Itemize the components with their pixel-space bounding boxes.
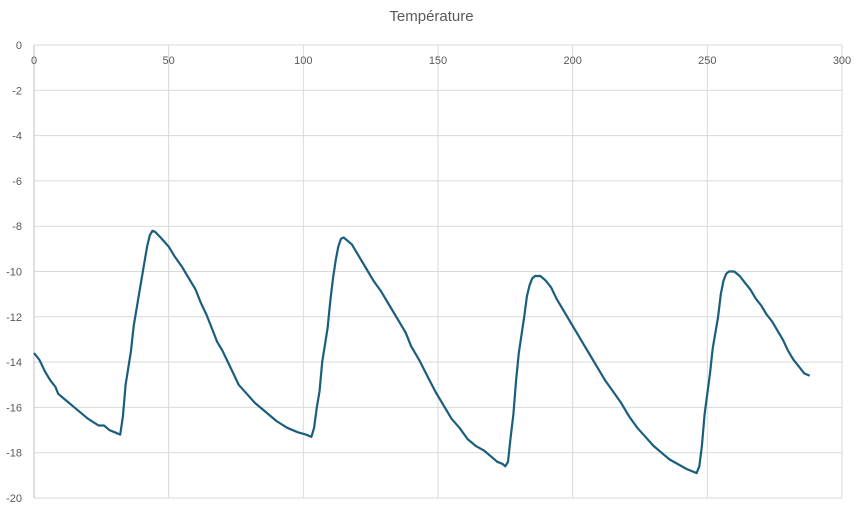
y-tick-label: -6 [12,176,22,188]
series-lines [33,229,811,475]
y-tick-label: 0 [16,40,22,52]
x-tick-label: 100 [294,55,312,67]
tick-labels: 0 -2 -4 -6 -8 -10 -12 -14 -16 -18 -20 0 50 100 150 200 2… [6,40,851,505]
y-tick-label: -20 [6,493,22,505]
y-tick-label: -2 [12,85,22,97]
x-tick-label: 0 [31,55,37,67]
gridlines [33,44,843,499]
y-tick-label: -4 [12,131,22,143]
y-tick-label: -8 [12,221,22,233]
y-tick-label: -18 [6,448,22,460]
chart-title: Température [389,8,474,25]
x-tick-label: 200 [563,55,581,67]
x-tick-label: 300 [833,55,851,67]
x-tick-label: 50 [163,55,175,67]
y-tick-label: -14 [6,357,22,369]
x-tick-label: 250 [698,55,716,67]
y-tick-label: -12 [6,312,22,324]
y-tick-label: -16 [6,402,22,414]
series-line-0 [33,229,811,475]
x-tick-label: 150 [429,55,447,67]
y-tick-label: -10 [6,267,22,279]
